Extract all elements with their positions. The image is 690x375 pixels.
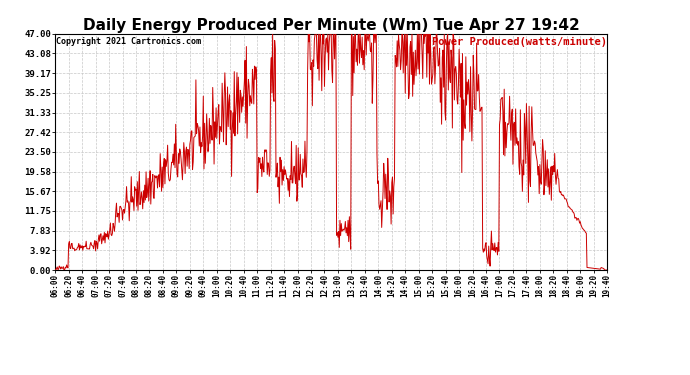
Text: Copyright 2021 Cartronics.com: Copyright 2021 Cartronics.com <box>57 37 201 46</box>
Text: Power Produced(watts/minute): Power Produced(watts/minute) <box>432 37 607 47</box>
Title: Daily Energy Produced Per Minute (Wm) Tue Apr 27 19:42: Daily Energy Produced Per Minute (Wm) Tu… <box>83 18 580 33</box>
